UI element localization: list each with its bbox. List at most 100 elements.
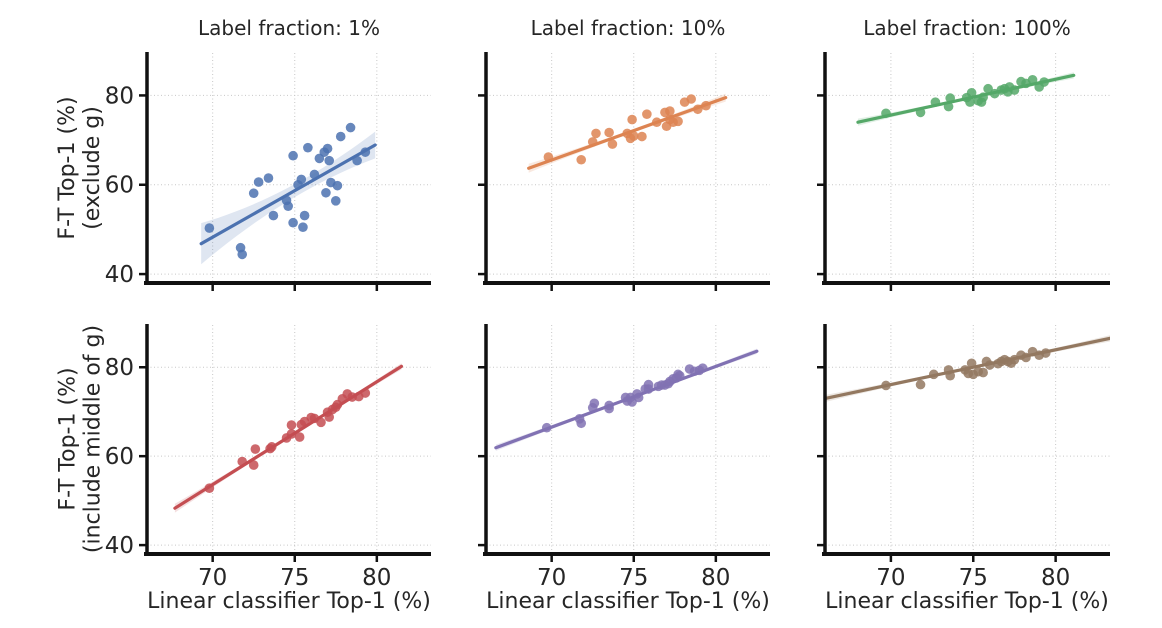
data-point — [984, 360, 995, 370]
scatter-plot-bottom-left: 40 60 80 70 75 80 — [105, 324, 431, 591]
data-point — [591, 128, 601, 139]
x-axis-label-col3: Linear classifier Top-1 (%) — [825, 589, 1109, 614]
data-point — [637, 131, 647, 142]
scatter-plot-bottom-right: 70 75 80 — [817, 324, 1110, 591]
x-axis-label-col2: Linear classifier Top-1 (%) — [486, 589, 770, 614]
data-point — [576, 154, 587, 165]
data-point — [345, 122, 356, 133]
x-axis-label-col1: Linear classifier Top-1 (%) — [147, 589, 431, 614]
data-point — [237, 249, 248, 260]
data-point — [928, 369, 939, 380]
data-point — [642, 109, 652, 119]
data-point — [674, 370, 685, 381]
data-point — [322, 143, 333, 154]
data-point — [335, 131, 346, 142]
panel-bottom-left: 40 60 80 70 75 80 — [105, 324, 431, 591]
scatter-plot-top-right — [817, 52, 1110, 291]
x-tick-label: 70 — [876, 565, 905, 591]
data-point — [692, 104, 703, 115]
data-point — [330, 196, 341, 206]
data-point — [945, 93, 956, 103]
data-point — [288, 217, 298, 228]
data-point — [286, 420, 297, 430]
y-axis-label-row1-line2: (exclude g) — [80, 106, 105, 230]
data-point — [541, 422, 552, 433]
data-point — [965, 97, 975, 107]
y-axis-label-row1-line1: F-T Top-1 (%) — [55, 96, 80, 240]
data-point — [360, 147, 371, 157]
data-point — [701, 100, 711, 111]
x-tick-label: 80 — [1041, 565, 1070, 591]
data-point — [283, 201, 293, 211]
data-point — [250, 444, 261, 454]
data-point — [576, 418, 587, 429]
data-point — [1039, 77, 1049, 87]
data-point — [1021, 352, 1031, 363]
data-point — [966, 358, 977, 369]
data-point — [881, 380, 891, 391]
data-point — [352, 155, 362, 166]
data-point — [204, 483, 215, 493]
panel-top-left: 40 60 80 — [105, 52, 431, 291]
y-axis-label-row2-line2: (include middle of g) — [80, 324, 106, 554]
data-point — [324, 155, 335, 166]
data-point — [697, 363, 708, 373]
scatter-plot-top-middle — [478, 52, 770, 291]
data-point — [263, 173, 274, 183]
data-point — [543, 152, 554, 162]
data-point — [324, 412, 335, 422]
data-point — [309, 169, 320, 180]
y-tick-label: 60 — [105, 173, 134, 199]
data-point — [360, 388, 371, 398]
data-point — [930, 97, 941, 107]
data-point — [316, 417, 326, 428]
data-point — [237, 456, 248, 467]
panel-top-right — [817, 52, 1110, 291]
x-tick-label: 75 — [280, 565, 309, 591]
data-point — [604, 403, 614, 414]
panel-title-col3: Label fraction: 100% — [863, 16, 1071, 40]
scatter-plot-bottom-middle: 70 75 80 — [478, 324, 770, 591]
data-point — [321, 187, 331, 198]
data-point — [248, 188, 259, 199]
data-point — [288, 150, 298, 161]
data-point — [978, 92, 988, 103]
data-point — [286, 429, 297, 439]
data-point — [204, 223, 215, 233]
data-point — [1009, 85, 1020, 95]
data-point — [1027, 74, 1038, 85]
trend-line — [199, 143, 377, 246]
panel-title-col1: Label fraction: 1% — [198, 16, 380, 40]
data-point — [643, 384, 654, 394]
data-point — [1040, 348, 1051, 358]
data-point — [915, 379, 926, 390]
data-point — [299, 210, 310, 221]
data-point — [978, 367, 988, 378]
data-point — [673, 116, 683, 127]
data-point — [296, 174, 307, 185]
data-point — [589, 398, 600, 409]
x-tick-label: 80 — [701, 565, 730, 591]
scatter-plot-top-left: 40 60 80 — [105, 52, 431, 291]
x-tick-label: 75 — [619, 565, 648, 591]
y-tick-label: 80 — [105, 355, 134, 381]
data-point — [945, 370, 956, 381]
y-axis-label-row2-line1: F-T Top-1 (%) — [55, 367, 81, 511]
data-point — [943, 101, 954, 112]
y-tick-label: 80 — [105, 83, 134, 109]
x-tick-label: 70 — [198, 565, 227, 591]
data-point — [248, 460, 259, 470]
data-point — [633, 392, 644, 403]
data-point — [607, 139, 618, 149]
data-point — [686, 94, 697, 104]
data-point — [983, 83, 993, 94]
data-point — [966, 87, 977, 98]
data-point — [253, 177, 264, 187]
panel-top-middle — [478, 52, 770, 291]
data-point — [266, 442, 277, 452]
x-tick-label: 75 — [959, 565, 988, 591]
x-tick-label: 80 — [362, 565, 391, 591]
data-point — [303, 142, 313, 153]
panel-bottom-right: 70 75 80 — [817, 324, 1110, 591]
